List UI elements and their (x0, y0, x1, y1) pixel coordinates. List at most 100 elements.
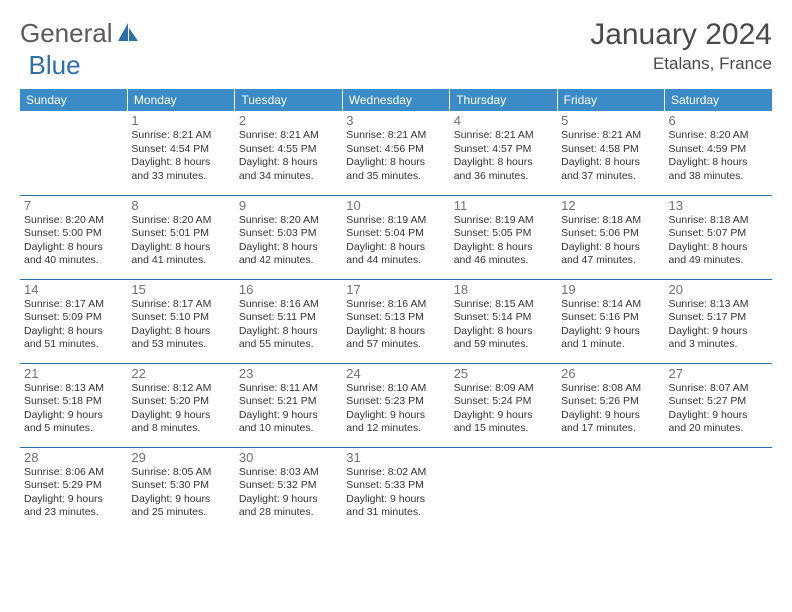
calendar-day-cell (557, 447, 664, 531)
sunset-line: Sunset: 5:11 PM (239, 311, 338, 325)
calendar-day-cell: 1Sunrise: 8:21 AMSunset: 4:54 PMDaylight… (127, 111, 234, 195)
day-number: 22 (131, 366, 230, 381)
daylight-line: and 17 minutes. (561, 422, 660, 436)
daylight-line: and 38 minutes. (669, 170, 768, 184)
daylight-line: Daylight: 9 hours (24, 493, 123, 507)
calendar-day-cell: 25Sunrise: 8:09 AMSunset: 5:24 PMDayligh… (450, 363, 557, 447)
calendar-day-cell: 14Sunrise: 8:17 AMSunset: 5:09 PMDayligh… (20, 279, 127, 363)
calendar-header-row: SundayMondayTuesdayWednesdayThursdayFrid… (20, 89, 772, 111)
day-number: 16 (239, 282, 338, 297)
daylight-line: and 47 minutes. (561, 254, 660, 268)
sunrise-line: Sunrise: 8:08 AM (561, 382, 660, 396)
dow-header: Monday (127, 89, 234, 111)
sunset-line: Sunset: 5:01 PM (131, 227, 230, 241)
calendar-day-cell (450, 447, 557, 531)
sunset-line: Sunset: 4:54 PM (131, 143, 230, 157)
calendar-day-cell: 8Sunrise: 8:20 AMSunset: 5:01 PMDaylight… (127, 195, 234, 279)
calendar-day-cell: 13Sunrise: 8:18 AMSunset: 5:07 PMDayligh… (665, 195, 772, 279)
sunset-line: Sunset: 5:33 PM (346, 479, 445, 493)
daylight-line: and 34 minutes. (239, 170, 338, 184)
calendar-day-cell: 17Sunrise: 8:16 AMSunset: 5:13 PMDayligh… (342, 279, 449, 363)
daylight-line: and 35 minutes. (346, 170, 445, 184)
sunrise-line: Sunrise: 8:09 AM (454, 382, 553, 396)
day-number: 13 (669, 198, 768, 213)
calendar-day-cell: 26Sunrise: 8:08 AMSunset: 5:26 PMDayligh… (557, 363, 664, 447)
day-number: 7 (24, 198, 123, 213)
day-number: 21 (24, 366, 123, 381)
daylight-line: and 36 minutes. (454, 170, 553, 184)
day-number: 10 (346, 198, 445, 213)
sunrise-line: Sunrise: 8:21 AM (454, 129, 553, 143)
sunrise-line: Sunrise: 8:05 AM (131, 466, 230, 480)
dow-header: Thursday (450, 89, 557, 111)
daylight-line: Daylight: 8 hours (454, 156, 553, 170)
daylight-line: Daylight: 8 hours (561, 241, 660, 255)
calendar-day-cell: 9Sunrise: 8:20 AMSunset: 5:03 PMDaylight… (235, 195, 342, 279)
daylight-line: Daylight: 8 hours (561, 156, 660, 170)
sunset-line: Sunset: 5:16 PM (561, 311, 660, 325)
dow-header: Friday (557, 89, 664, 111)
sunset-line: Sunset: 5:29 PM (24, 479, 123, 493)
daylight-line: Daylight: 9 hours (669, 325, 768, 339)
calendar-day-cell: 12Sunrise: 8:18 AMSunset: 5:06 PMDayligh… (557, 195, 664, 279)
calendar-day-cell: 30Sunrise: 8:03 AMSunset: 5:32 PMDayligh… (235, 447, 342, 531)
sunrise-line: Sunrise: 8:19 AM (454, 214, 553, 228)
dow-header: Wednesday (342, 89, 449, 111)
daylight-line: and 25 minutes. (131, 506, 230, 520)
sunrise-line: Sunrise: 8:21 AM (239, 129, 338, 143)
logo-text-general: General (20, 18, 113, 49)
day-number: 15 (131, 282, 230, 297)
daylight-line: Daylight: 8 hours (346, 241, 445, 255)
daylight-line: Daylight: 9 hours (669, 409, 768, 423)
daylight-line: and 1 minute. (561, 338, 660, 352)
sunset-line: Sunset: 5:17 PM (669, 311, 768, 325)
daylight-line: Daylight: 8 hours (24, 325, 123, 339)
daylight-line: and 59 minutes. (454, 338, 553, 352)
day-number: 31 (346, 450, 445, 465)
title-block: January 2024 Etalans, France (590, 18, 772, 74)
calendar-week-row: 28Sunrise: 8:06 AMSunset: 5:29 PMDayligh… (20, 447, 772, 531)
calendar-day-cell: 20Sunrise: 8:13 AMSunset: 5:17 PMDayligh… (665, 279, 772, 363)
day-number: 23 (239, 366, 338, 381)
day-number: 30 (239, 450, 338, 465)
calendar-day-cell: 3Sunrise: 8:21 AMSunset: 4:56 PMDaylight… (342, 111, 449, 195)
calendar-day-cell: 22Sunrise: 8:12 AMSunset: 5:20 PMDayligh… (127, 363, 234, 447)
sunrise-line: Sunrise: 8:21 AM (346, 129, 445, 143)
sunrise-line: Sunrise: 8:20 AM (131, 214, 230, 228)
daylight-line: and 57 minutes. (346, 338, 445, 352)
calendar-week-row: 14Sunrise: 8:17 AMSunset: 5:09 PMDayligh… (20, 279, 772, 363)
daylight-line: Daylight: 8 hours (669, 156, 768, 170)
daylight-line: and 49 minutes. (669, 254, 768, 268)
sunset-line: Sunset: 5:07 PM (669, 227, 768, 241)
logo: General (20, 18, 141, 49)
calendar-day-cell: 5Sunrise: 8:21 AMSunset: 4:58 PMDaylight… (557, 111, 664, 195)
logo-sail-icon (117, 22, 139, 42)
day-number: 12 (561, 198, 660, 213)
sunrise-line: Sunrise: 8:19 AM (346, 214, 445, 228)
daylight-line: Daylight: 8 hours (239, 325, 338, 339)
calendar-day-cell: 11Sunrise: 8:19 AMSunset: 5:05 PMDayligh… (450, 195, 557, 279)
sunrise-line: Sunrise: 8:20 AM (24, 214, 123, 228)
calendar-day-cell: 27Sunrise: 8:07 AMSunset: 5:27 PMDayligh… (665, 363, 772, 447)
daylight-line: and 31 minutes. (346, 506, 445, 520)
sunset-line: Sunset: 5:09 PM (24, 311, 123, 325)
daylight-line: and 53 minutes. (131, 338, 230, 352)
sunrise-line: Sunrise: 8:18 AM (669, 214, 768, 228)
daylight-line: Daylight: 9 hours (239, 409, 338, 423)
day-number: 3 (346, 113, 445, 128)
calendar-day-cell: 2Sunrise: 8:21 AMSunset: 4:55 PMDaylight… (235, 111, 342, 195)
sunrise-line: Sunrise: 8:21 AM (561, 129, 660, 143)
sunset-line: Sunset: 5:21 PM (239, 395, 338, 409)
day-number: 28 (24, 450, 123, 465)
daylight-line: and 28 minutes. (239, 506, 338, 520)
day-number: 25 (454, 366, 553, 381)
day-number: 18 (454, 282, 553, 297)
sunrise-line: Sunrise: 8:17 AM (24, 298, 123, 312)
calendar-day-cell: 7Sunrise: 8:20 AMSunset: 5:00 PMDaylight… (20, 195, 127, 279)
sunrise-line: Sunrise: 8:07 AM (669, 382, 768, 396)
daylight-line: and 8 minutes. (131, 422, 230, 436)
calendar-day-cell: 16Sunrise: 8:16 AMSunset: 5:11 PMDayligh… (235, 279, 342, 363)
daylight-line: Daylight: 8 hours (24, 241, 123, 255)
daylight-line: and 41 minutes. (131, 254, 230, 268)
sunrise-line: Sunrise: 8:03 AM (239, 466, 338, 480)
